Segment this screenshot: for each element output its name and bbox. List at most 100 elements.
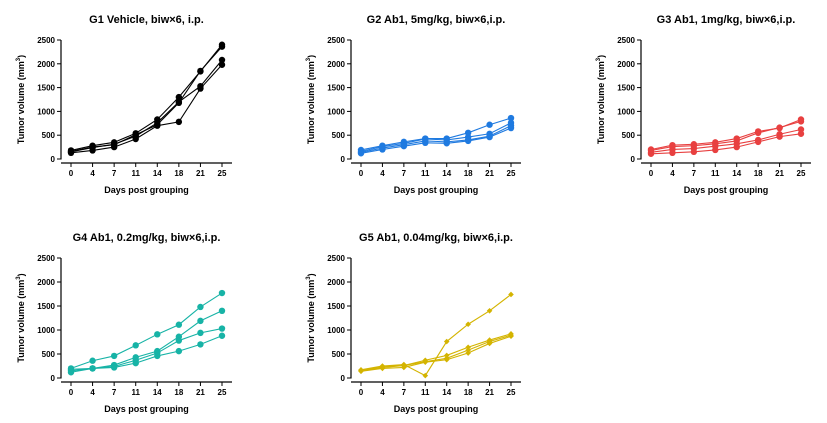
data-point <box>132 359 139 367</box>
chart-title: G5 Ab1, 0.04mg/kg, biw×6,i.p. <box>359 232 513 244</box>
data-point <box>754 129 762 137</box>
x-tick-label: 4 <box>90 169 95 178</box>
x-tick-label: 21 <box>196 388 205 397</box>
series-line-1 <box>360 294 512 377</box>
series-line-3 <box>650 128 802 153</box>
data-point <box>379 146 386 153</box>
y-tick-label: 1000 <box>327 326 345 335</box>
x-tick-label: 25 <box>507 388 516 397</box>
data-point <box>690 148 698 156</box>
series-line-2 <box>650 120 802 151</box>
series-line-2 <box>360 122 512 152</box>
series-line-3 <box>70 64 223 154</box>
y-axis-title-end: ) <box>306 273 316 276</box>
y-tick-label: 500 <box>42 131 56 140</box>
data-point <box>67 369 75 376</box>
x-tick-label: 18 <box>464 169 473 178</box>
x-tick-label: 4 <box>670 169 675 178</box>
data-point <box>218 289 226 297</box>
x-tick-label: 11 <box>711 169 720 178</box>
y-tick-label: 2500 <box>327 254 345 263</box>
x-tick-label: 0 <box>649 169 654 178</box>
x-tick-label: 21 <box>196 169 205 178</box>
y-tick-label: 2000 <box>327 278 345 287</box>
y-tick-label: 1500 <box>37 84 55 93</box>
y-axis-title-end: ) <box>16 273 26 276</box>
y-axis-title: Tumor volume (mm3) <box>16 273 26 362</box>
series-line-3 <box>360 334 512 372</box>
data-point <box>89 365 96 372</box>
x-tick-label: 18 <box>754 169 763 178</box>
data-point <box>197 303 204 311</box>
data-point <box>132 342 139 349</box>
x-tick-label: 4 <box>380 388 385 397</box>
data-point <box>218 43 226 50</box>
x-axis-title: Days post grouping <box>684 185 769 195</box>
data-point <box>507 114 515 122</box>
x-tick-label: 18 <box>464 388 473 397</box>
data-point <box>175 99 183 107</box>
data-point <box>218 307 226 314</box>
data-point <box>465 344 471 351</box>
data-point <box>218 325 226 332</box>
x-tick-label: 21 <box>485 169 494 178</box>
y-tick-label: 2500 <box>327 36 345 45</box>
data-point <box>358 368 364 375</box>
data-point <box>175 347 183 355</box>
x-axis-title: Days post grouping <box>104 185 189 195</box>
data-point <box>67 148 75 155</box>
x-tick-label: 11 <box>131 169 140 178</box>
x-tick-label: 0 <box>69 388 74 397</box>
y-tick-label: 1500 <box>617 84 635 93</box>
y-tick-label: 1000 <box>37 107 55 116</box>
data-point <box>669 149 676 157</box>
x-tick-label: 7 <box>402 169 407 178</box>
y-axis-title-main: Tumor volume (mm <box>306 280 316 363</box>
data-point <box>733 143 740 151</box>
y-tick-label: 2000 <box>327 60 345 69</box>
y-tick-label: 2500 <box>37 36 55 45</box>
chart-title: G1 Vehicle, biw×6, i.p. <box>89 14 204 26</box>
data-point <box>154 331 161 338</box>
y-axis-title-superscript: 3 <box>596 57 602 61</box>
series-line-3 <box>360 125 512 153</box>
data-point <box>486 133 493 141</box>
series-line-4 <box>360 335 512 372</box>
data-point <box>465 347 471 353</box>
data-point <box>712 146 719 154</box>
y-axis-title-superscript: 3 <box>306 276 312 280</box>
x-axis-title: Days post grouping <box>394 404 479 414</box>
data-point <box>443 140 450 147</box>
y-tick-label: 0 <box>631 155 636 164</box>
chart-title: G4 Ab1, 0.2mg/kg, biw×6,i.p. <box>73 232 221 244</box>
data-point <box>110 352 118 360</box>
data-point <box>776 133 783 140</box>
series-line-4 <box>70 335 223 373</box>
data-point <box>443 356 450 363</box>
data-point <box>401 364 407 371</box>
x-tick-label: 11 <box>421 169 430 178</box>
y-axis-title-main: Tumor volume (mm <box>16 61 26 144</box>
y-axis-title-end: ) <box>306 55 316 58</box>
x-tick-label: 7 <box>402 388 407 397</box>
y-tick-label: 500 <box>622 131 636 140</box>
y-tick-label: 1000 <box>327 107 345 116</box>
series-line-2 <box>360 333 512 371</box>
data-point <box>197 317 204 325</box>
data-point <box>465 321 471 328</box>
y-tick-label: 0 <box>341 155 346 164</box>
data-point <box>400 142 408 150</box>
x-tick-label: 21 <box>485 388 494 397</box>
x-tick-label: 25 <box>218 388 227 397</box>
chart-panel-4: G4 Ab1, 0.2mg/kg, biw×6,i.p. 0 500 1000 1500… <box>16 232 232 414</box>
x-tick-label: 7 <box>112 169 117 178</box>
y-axis-title: Tumor volume (mm3) <box>306 55 316 144</box>
y-tick-label: 2000 <box>37 60 55 69</box>
x-tick-label: 18 <box>174 169 183 178</box>
y-axis-title-end: ) <box>16 55 26 58</box>
data-point <box>110 141 118 148</box>
chart-panel-2: G2 Ab1, 5mg/kg, biw×6,i.p. 0 500 1000 1500 20… <box>306 14 521 195</box>
x-tick-label: 0 <box>359 169 364 178</box>
y-tick-label: 500 <box>332 131 346 140</box>
